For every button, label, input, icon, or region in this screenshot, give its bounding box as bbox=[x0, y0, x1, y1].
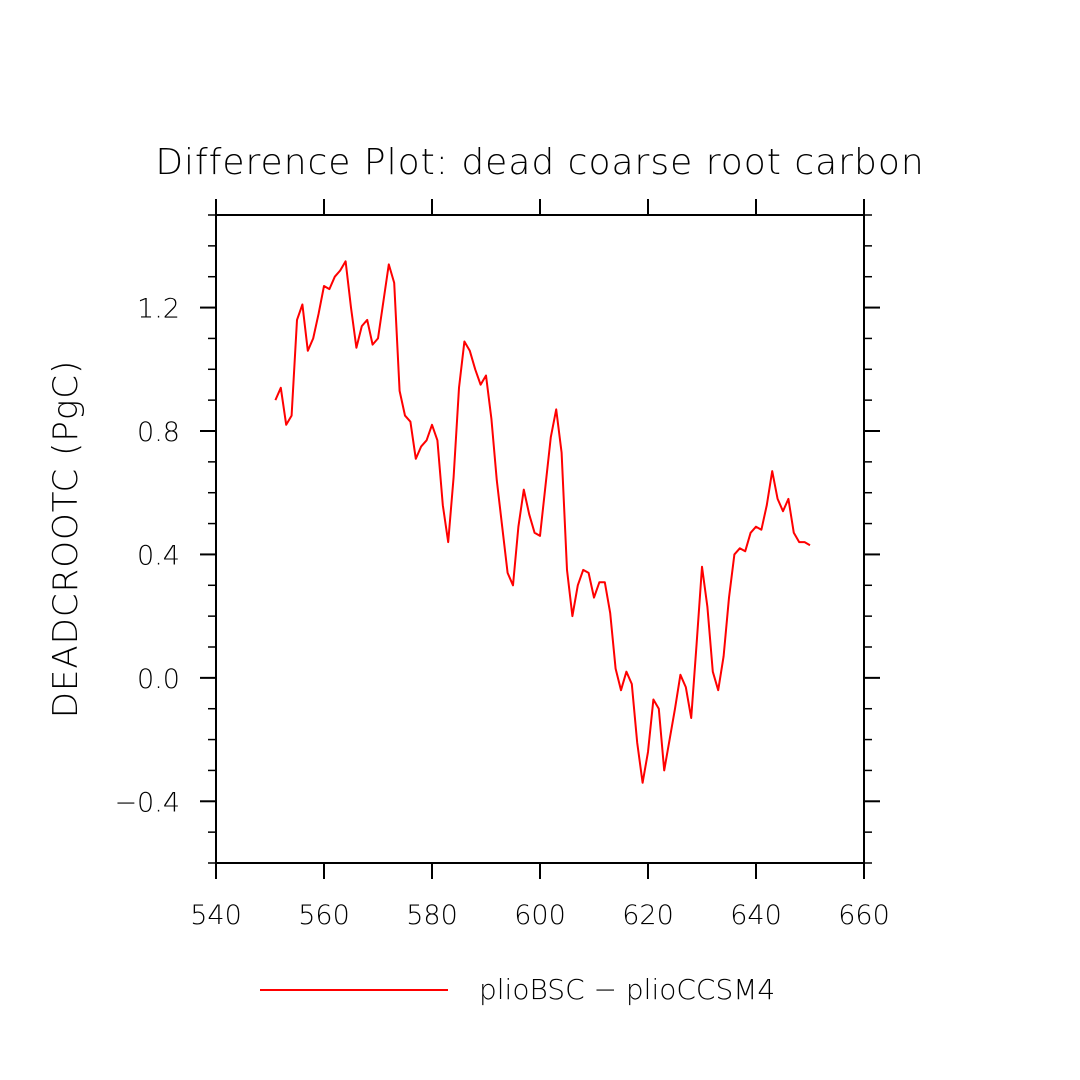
chart-title: Difference Plot: dead coarse root carbon bbox=[155, 142, 924, 183]
legend: plioBSC − plioCCSM4 bbox=[260, 973, 775, 1006]
series-line bbox=[274, 260, 811, 784]
y-tick-label: 1.2 bbox=[137, 294, 180, 325]
series-group bbox=[274, 260, 811, 784]
x-tick-label: 540 bbox=[190, 900, 242, 931]
y-axis-label: DEADCROOTC (PgC) bbox=[46, 360, 86, 719]
x-tick-label: 600 bbox=[514, 900, 566, 931]
tick-labels: 540 560 580 600 620 640 660 −0.4 0.0 0.4 0.8 1.2 bbox=[114, 294, 889, 931]
legend-label: plioBSC − plioCCSM4 bbox=[479, 973, 775, 1006]
y-tick-label: −0.4 bbox=[114, 787, 180, 818]
x-tick-label: 640 bbox=[730, 900, 782, 931]
axis-ticks bbox=[200, 199, 880, 879]
x-tick-label: 580 bbox=[406, 900, 458, 931]
y-tick-label: 0.0 bbox=[137, 664, 180, 695]
x-tick-label: 560 bbox=[298, 900, 350, 931]
x-tick-label: 660 bbox=[838, 900, 890, 931]
plot-frame bbox=[215, 214, 865, 864]
x-tick-label: 620 bbox=[622, 900, 674, 931]
y-tick-label: 0.4 bbox=[137, 540, 180, 571]
y-tick-label: 0.8 bbox=[137, 417, 180, 448]
